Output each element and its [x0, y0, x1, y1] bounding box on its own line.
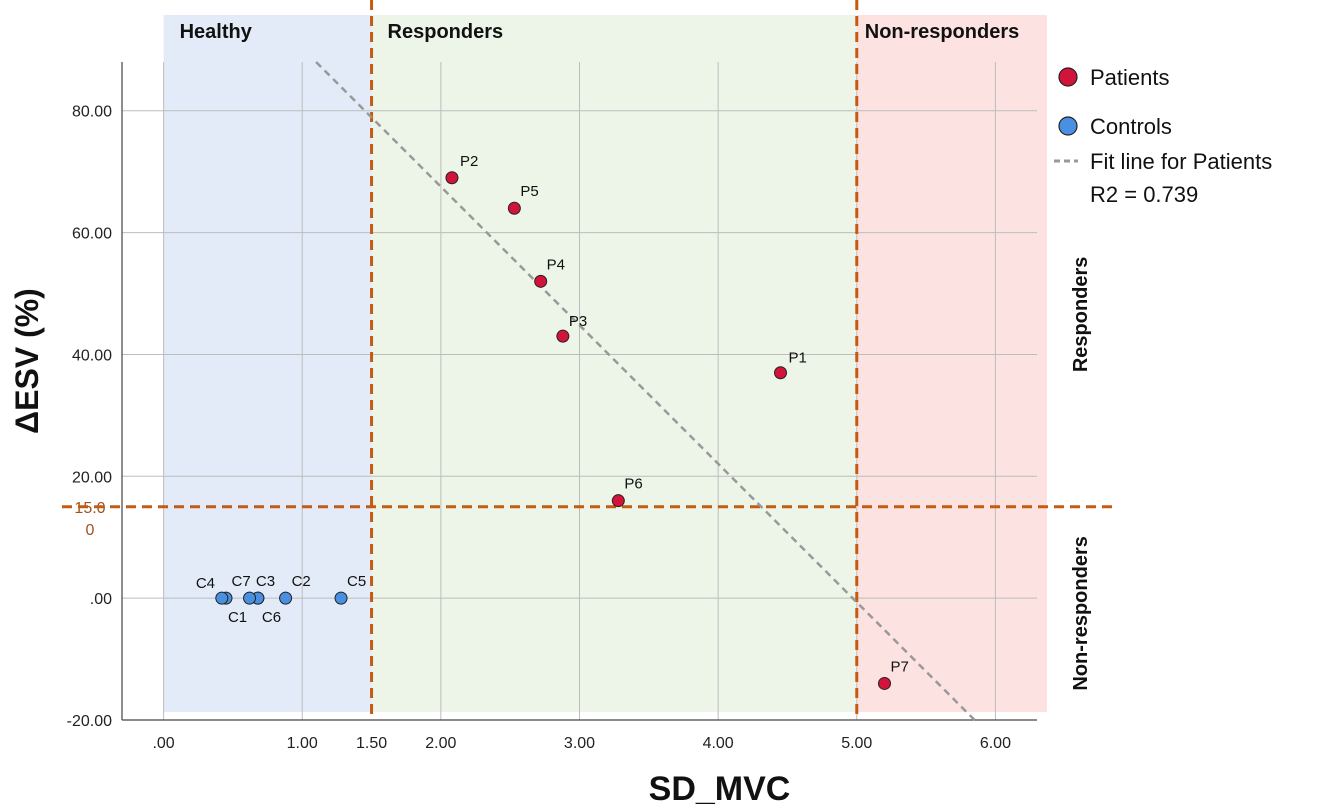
- x-tick-label: 1.50: [356, 735, 387, 752]
- background-regions: [163, 15, 1047, 712]
- control-point-c2: [279, 591, 293, 605]
- control-point-c5: [334, 591, 348, 605]
- region-healthy-label: Healthy: [180, 21, 253, 43]
- point-label-p4: P4: [547, 256, 565, 273]
- legend-marker-patients: [1058, 67, 1078, 87]
- region-non-responders-band: [856, 15, 1047, 712]
- point-label-p1: P1: [789, 350, 807, 367]
- region-non-responders-label: Non-responders: [865, 21, 1019, 43]
- point-label-c4: C4: [196, 575, 215, 592]
- point-label-p5: P5: [520, 183, 538, 200]
- x-tick-label: 4.00: [703, 735, 734, 752]
- legend-label-controls: Controls: [1090, 114, 1172, 139]
- point-label-c6: C6: [262, 609, 281, 626]
- y-tick-label: .00: [90, 591, 112, 608]
- legend: Patients Controls Fit line for Patients R2 …: [1054, 65, 1272, 207]
- legend-marker-controls: [1058, 116, 1078, 136]
- y-tick-label-threshold: 15.0 0: [74, 500, 105, 539]
- point-label-p7: P7: [891, 658, 909, 675]
- x-axis-title: SD_MVC: [649, 770, 791, 808]
- point-label-c1: C1: [228, 609, 247, 626]
- point-label-p3: P3: [569, 313, 587, 330]
- patient-point-p1: [774, 366, 788, 380]
- region-healthy-band: [163, 15, 372, 712]
- y-tick-label-part: 0: [86, 522, 95, 539]
- x-tick-label: 1.00: [287, 735, 318, 752]
- patient-point-p2: [445, 171, 459, 185]
- point-label-c5: C5: [347, 573, 366, 590]
- y-tick-label: 80.00: [72, 104, 112, 121]
- legend-label-r2: R2 = 0.739: [1090, 182, 1198, 207]
- right-label-non-responders: Non-responders: [1070, 536, 1092, 690]
- point-label-c7: C7: [232, 573, 251, 590]
- axes: .00 1.00 1.50 2.00 3.00 4.00 5.00 6.00 -20.00 .00…: [67, 62, 1037, 752]
- x-tick-label: 6.00: [980, 735, 1011, 752]
- point-label-c2: C2: [292, 573, 311, 590]
- y-axis-title: ΔESV (%): [9, 288, 45, 434]
- x-tick-label: 5.00: [841, 735, 872, 752]
- y-tick-label-part: 15.0: [74, 500, 105, 517]
- patient-point-p5: [507, 201, 521, 215]
- control-point-c7: [243, 591, 257, 605]
- patient-point-p3: [556, 329, 570, 343]
- threshold-lines: [62, 0, 1116, 720]
- x-tick-label: 2.00: [425, 735, 456, 752]
- data-points: [215, 171, 891, 690]
- y-tick-label: 20.00: [72, 469, 112, 486]
- region-responders-band: [371, 15, 857, 712]
- y-tick-label: 60.00: [72, 226, 112, 243]
- y-tick-label: 40.00: [72, 347, 112, 364]
- legend-label-fit-line: Fit line for Patients: [1090, 149, 1272, 174]
- x-tick-label: .00: [152, 735, 174, 752]
- patient-point-p7: [878, 676, 891, 690]
- region-responders-label: Responders: [388, 21, 504, 43]
- point-label-c3: C3: [256, 573, 275, 590]
- legend-label-patients: Patients: [1090, 65, 1170, 90]
- text-labels: Healthy Responders Non-responders SD_MVC ΔES…: [9, 21, 1092, 808]
- control-point-c4: [215, 591, 229, 605]
- y-tick-label: -20.00: [67, 713, 112, 730]
- patient-point-p6: [611, 494, 625, 508]
- x-tick-label: 3.00: [564, 735, 595, 752]
- point-label-p6: P6: [624, 476, 642, 493]
- patient-point-p4: [534, 274, 548, 288]
- right-label-responders: Responders: [1070, 257, 1092, 373]
- point-label-p2: P2: [460, 153, 478, 170]
